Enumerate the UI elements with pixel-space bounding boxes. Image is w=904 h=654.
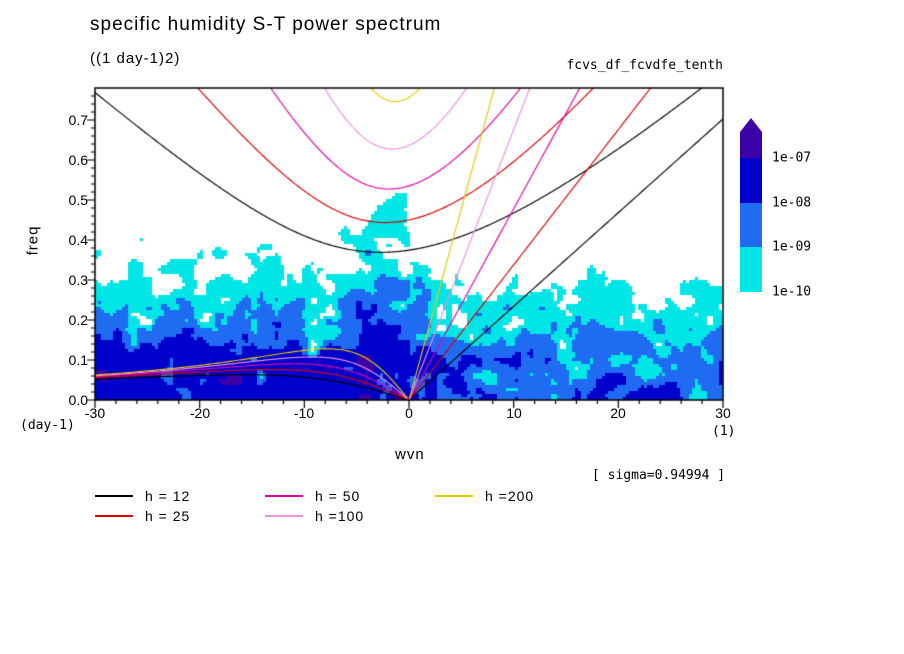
y-tick-label: 0.1 [68, 352, 88, 368]
colorbar-arrow-icon [740, 118, 762, 132]
colorbar-tick-label: 1e-08 [772, 195, 812, 211]
y-tick-label: 0.7 [68, 112, 88, 128]
chart-title: specific humidity S-T power spectrum [90, 14, 442, 35]
legend-item: h = 12 [95, 487, 190, 505]
y-axis-unit-label: (day-1) [20, 418, 75, 433]
legend-item-label: h = 25 [145, 508, 191, 524]
run-label: fcvs_df_fcvdfe_tenth [566, 58, 723, 73]
legend-swatch [95, 515, 133, 517]
legend-item: h = 25 [95, 507, 190, 525]
x-tick-label: 10 [506, 405, 522, 421]
x-tick-label: -30 [84, 405, 106, 421]
x-axis-title: wvn [395, 446, 425, 463]
legend-swatch [95, 495, 133, 497]
x-tick-label: 0 [405, 405, 413, 421]
chart-subtitle: ((1 day-1)2) [90, 50, 181, 67]
y-tick-label: 0.6 [68, 152, 88, 168]
colorbar-segment [740, 158, 762, 203]
sigma-label: [ sigma=0.94994 ] [592, 468, 726, 483]
x-axis-unit-label: (1) [712, 424, 736, 439]
legend-item-label: h =200 [485, 488, 535, 504]
legend-item: h = 50 [265, 487, 360, 505]
x-tick-label: -10 [293, 405, 315, 421]
colorbar-tick-label: 1e-09 [772, 239, 812, 255]
y-axis-title: freq [24, 225, 42, 256]
colorbar-tick-label: 1e-07 [772, 150, 812, 166]
y-tick-label: 0.5 [68, 192, 88, 208]
legend-swatch [435, 495, 473, 497]
y-tick-label: 0.4 [68, 232, 88, 248]
legend-swatch [265, 515, 303, 517]
x-tick-label: -20 [189, 405, 211, 421]
legend-item: h =100 [265, 507, 364, 525]
legend-swatch [265, 495, 303, 497]
legend-item-label: h = 50 [315, 488, 361, 504]
x-tick-label: 20 [610, 405, 626, 421]
colorbar-tick-label: 1e-10 [772, 284, 812, 300]
legend-item: h =200 [435, 487, 534, 505]
legend-item-label: h =100 [315, 508, 365, 524]
colorbar-segment [740, 132, 762, 158]
y-tick-label: 0.3 [68, 272, 88, 288]
x-tick-label: 30 [715, 405, 731, 421]
y-tick-label: 0.0 [68, 392, 88, 408]
y-tick-label: 0.2 [68, 312, 88, 328]
legend-item-label: h = 12 [145, 488, 191, 504]
colorbar-segment [740, 203, 762, 247]
colorbar-segment [740, 247, 762, 292]
